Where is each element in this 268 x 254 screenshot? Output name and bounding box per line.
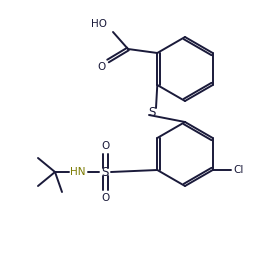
Text: Cl: Cl: [234, 165, 244, 175]
Text: O: O: [101, 141, 109, 151]
Text: HN: HN: [70, 167, 86, 177]
Text: S: S: [148, 105, 156, 119]
Text: HO: HO: [91, 19, 107, 29]
Text: O: O: [101, 193, 109, 203]
Text: S: S: [101, 166, 109, 179]
Text: O: O: [98, 62, 106, 72]
